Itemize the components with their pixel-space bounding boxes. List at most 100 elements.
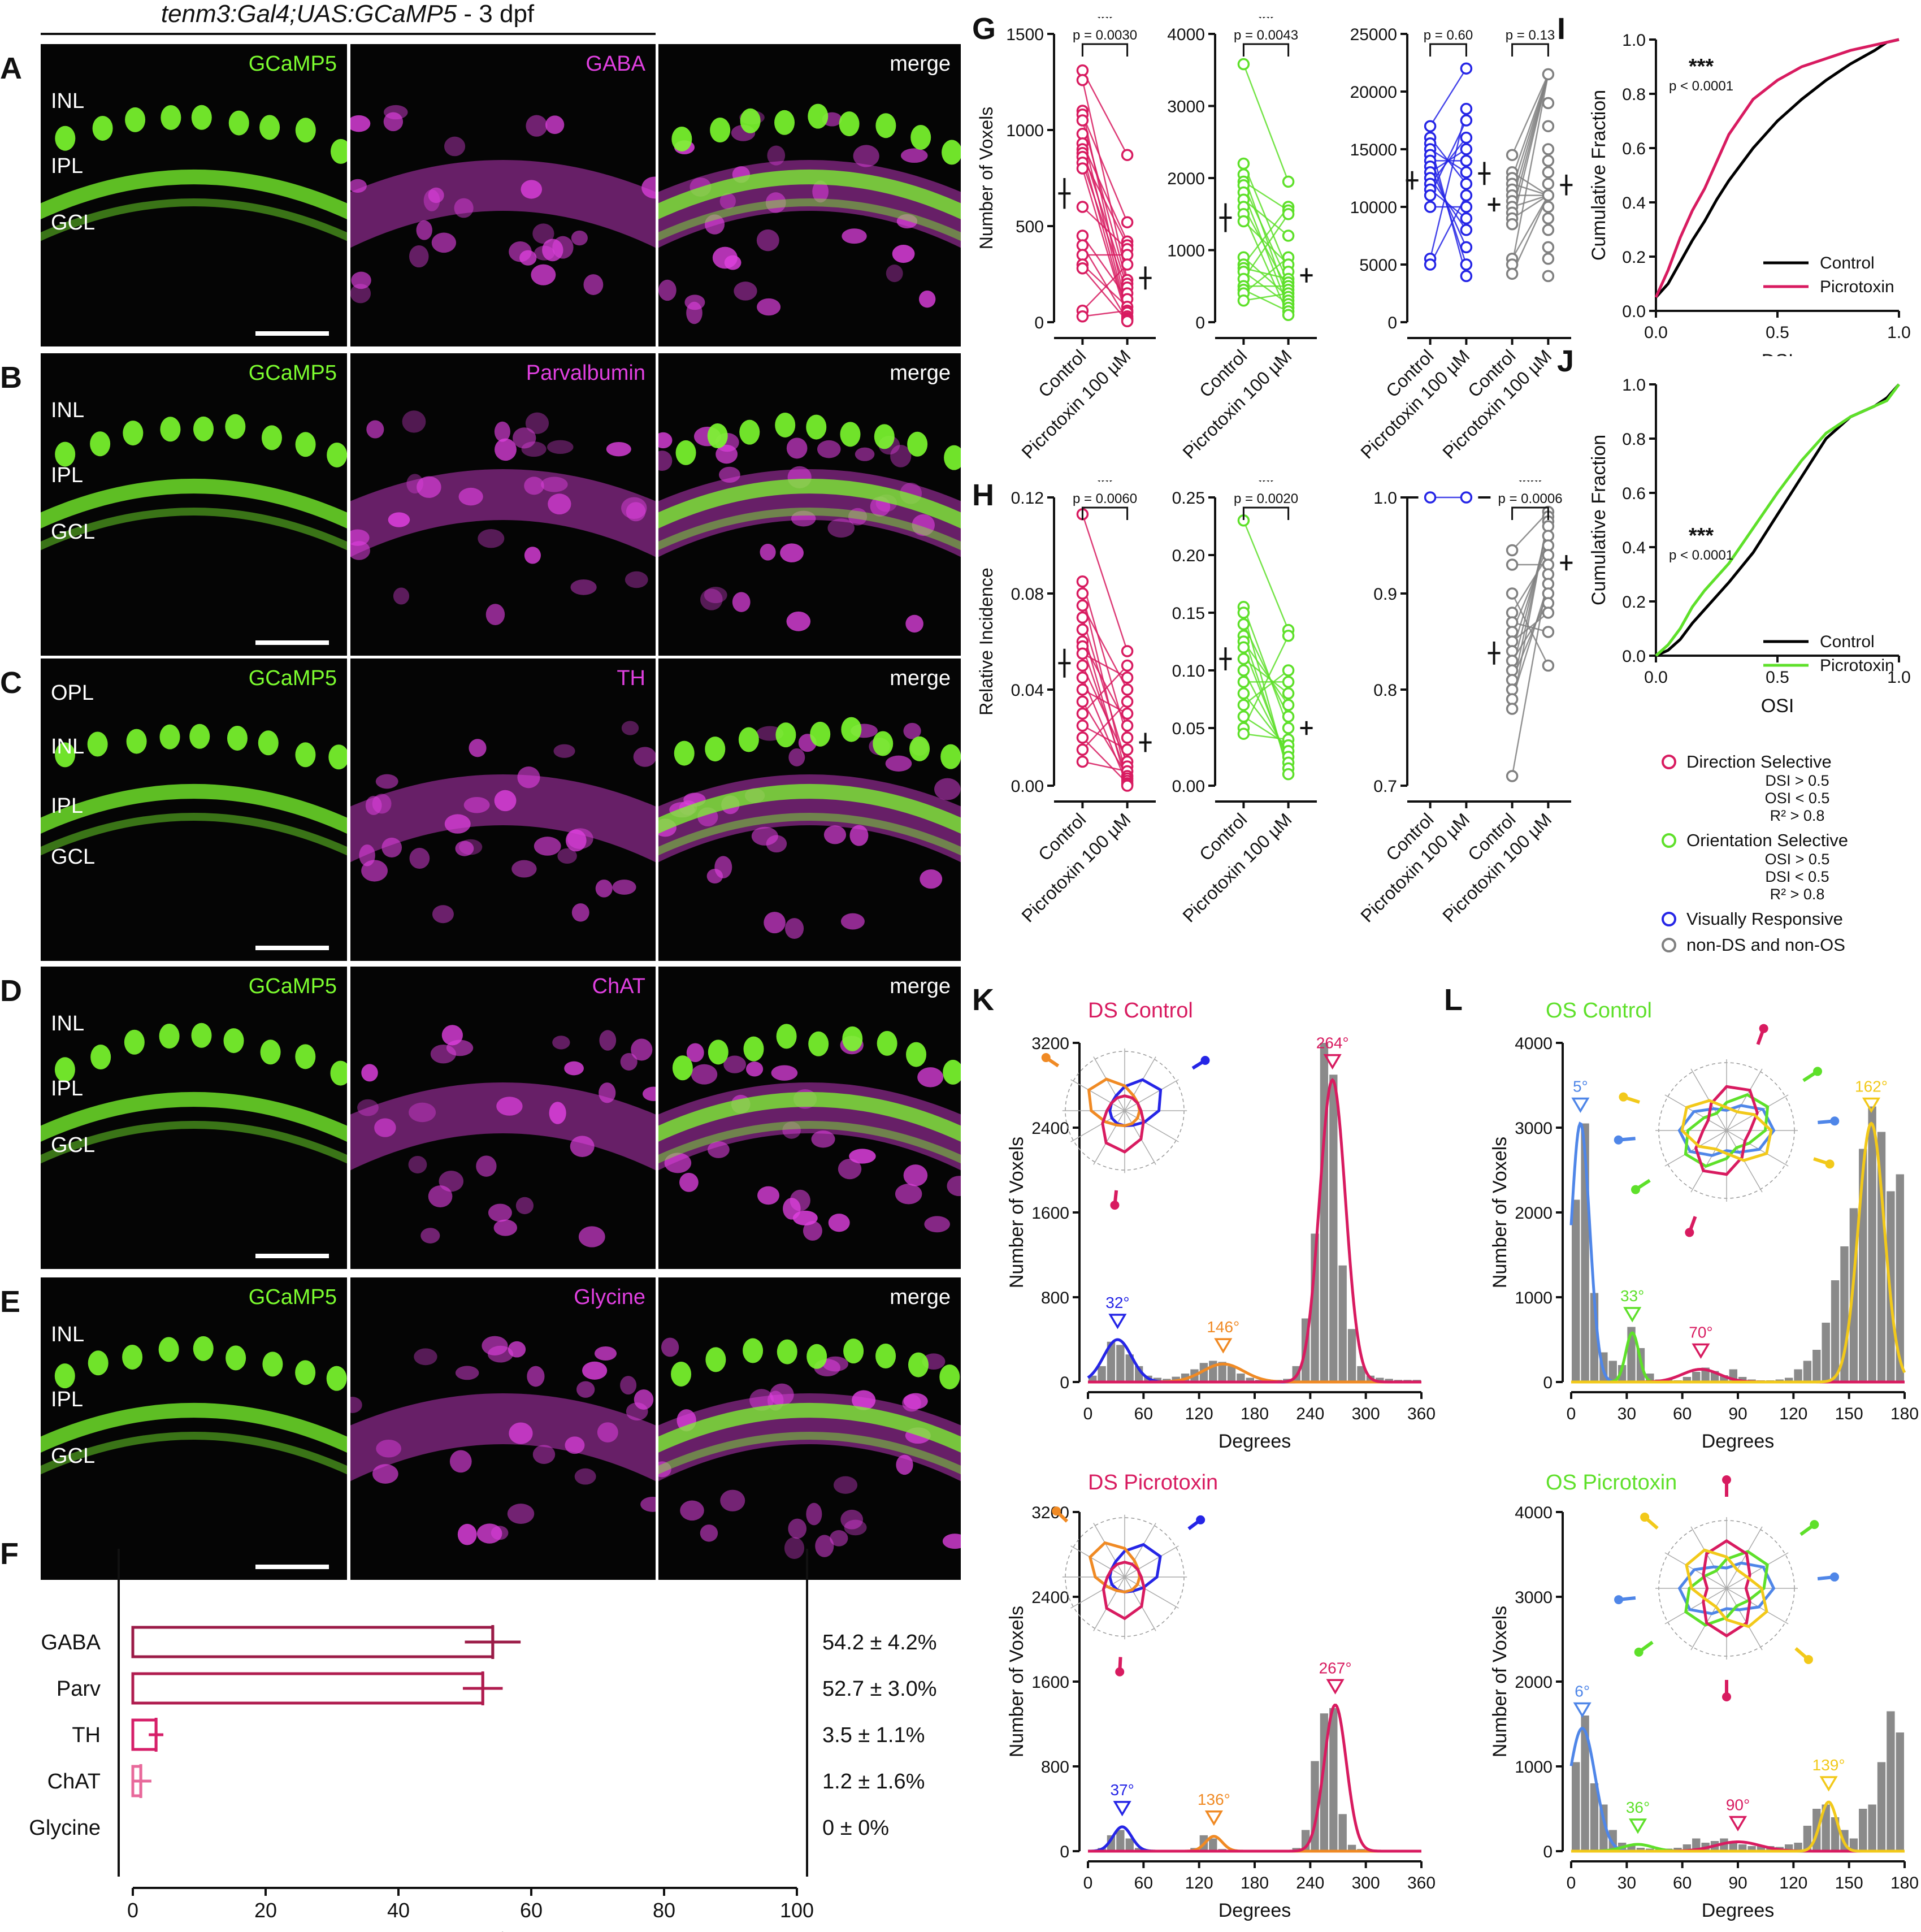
polar-trace (1088, 1541, 1141, 1593)
control-point (1237, 618, 1250, 631)
gcamp-cell (705, 1347, 726, 1372)
peak-marker (1573, 1702, 1592, 1718)
y-tick-label: 0.8 (1622, 430, 1646, 449)
marker-cell (545, 115, 565, 135)
control-point (1237, 710, 1250, 723)
marker-cell (780, 543, 804, 562)
histogram-bar (1784, 1377, 1793, 1382)
direction-arrowhead (1110, 1201, 1120, 1210)
y-tick-label: 3200 (1031, 1034, 1069, 1053)
x-tick-label: 30 (1618, 1405, 1636, 1423)
gcamp-cell (88, 1350, 109, 1376)
picrotoxin-point (1460, 62, 1473, 75)
marker-cell (830, 1530, 848, 1547)
histogram-bar (1237, 1374, 1245, 1382)
y-tick-label: 0.08 (1011, 585, 1044, 604)
channel-label-marker: ChAT (592, 974, 645, 998)
gcamp-cell (674, 740, 695, 766)
x-tick-label: 60 (1134, 1405, 1153, 1423)
marker-cell (455, 841, 474, 856)
gcamp-cell (777, 1339, 797, 1364)
x-tick-label: 0.5 (1766, 323, 1789, 342)
picrotoxin-point (1460, 114, 1473, 127)
marker-cell (374, 1118, 396, 1137)
value-label-th: 3.5 ± 1.1% (822, 1723, 925, 1747)
channel-label-merge: merge (890, 666, 951, 690)
marker-cell (720, 1489, 745, 1511)
polar-spoke (1093, 1056, 1125, 1111)
control-point (1237, 58, 1250, 71)
chart-L-os-picrotoxin: 0 1000 2000 3000 4000 0 30 60 90 120 150 180 Degrees… (1489, 1471, 1919, 1921)
pair-line (1082, 605, 1128, 690)
marker-cell (757, 298, 781, 316)
marker-cell (827, 518, 855, 538)
x-tick-label: 300 (1352, 1874, 1380, 1892)
marker-cell (534, 245, 555, 261)
polar-spoke (1093, 1523, 1125, 1578)
picrotoxin-point (1542, 224, 1555, 236)
gcamp-cell (228, 110, 249, 136)
gcamp-cell (262, 1351, 283, 1377)
control-point (1076, 683, 1089, 696)
histogram-bar (1803, 1361, 1812, 1382)
picrotoxin-point (1121, 731, 1134, 744)
y-axis-label: Relative Incidence (976, 568, 996, 715)
layer-label-inl: INL (51, 735, 85, 759)
y-tick-label: 0.25 (1172, 489, 1205, 508)
control-point (1237, 675, 1250, 688)
marker-cell (469, 739, 487, 757)
marker-cell (476, 1155, 497, 1177)
pair-line (1082, 677, 1128, 785)
ipl-band-magenta (658, 1082, 961, 1171)
marker-cell (383, 112, 404, 132)
micrograph-E-gcamp: GCaMP5 INL IPL GCL (41, 1277, 347, 1580)
histogram-bar (1673, 1848, 1682, 1851)
marker-cell (849, 825, 869, 846)
ipl-band-green-inner (41, 813, 347, 856)
marker-cell (547, 440, 574, 454)
y-tick-label: 1600 (1031, 1673, 1069, 1692)
pair-line (1511, 74, 1549, 265)
gcamp-cell (90, 1045, 111, 1070)
polar-trace (1087, 1077, 1141, 1128)
y-tick-label: 0.4 (1622, 194, 1646, 213)
picrotoxin-point (1542, 143, 1555, 155)
ipl-band-green (41, 170, 347, 220)
direction-arrowhead (1631, 1185, 1640, 1194)
picrotoxin-point (1121, 149, 1134, 161)
gaussian-fit (1087, 1825, 1421, 1853)
ipl-band-green-inner (658, 1432, 961, 1475)
micrograph-drawing (350, 1025, 656, 1247)
ipl-band-green (658, 784, 961, 834)
channel-label-merge: merge (890, 1285, 951, 1309)
control-point (1506, 587, 1519, 600)
pair-line (1082, 157, 1128, 246)
pair-line (1512, 194, 1549, 208)
control-point (1237, 664, 1250, 677)
significance-bracket (1511, 506, 1549, 520)
significance-stars: ** (1097, 17, 1113, 29)
channel-label-merge: merge (890, 974, 951, 998)
marker-cell (844, 1519, 867, 1536)
picrotoxin-point (1282, 768, 1295, 781)
marker-cell (365, 795, 382, 815)
scale-bar (255, 946, 329, 950)
y-tick-label: 2000 (1515, 1673, 1553, 1692)
stage-label: - 3 dpf (457, 0, 535, 28)
marker-cell (767, 145, 786, 166)
pair-line (1243, 693, 1289, 752)
gcamp-cell (808, 1031, 829, 1056)
polar-spoke (1093, 1576, 1125, 1631)
significance-stars: *** (1518, 480, 1542, 493)
control-point (1424, 189, 1437, 202)
marker-cell (641, 176, 656, 199)
legend-marker (1662, 755, 1676, 769)
gcamp-cell (806, 414, 827, 440)
marker-cell (642, 1086, 656, 1101)
p-value: p < 0.0001 (1669, 548, 1733, 563)
gcamp-cell (55, 742, 76, 768)
gcamp-cell (327, 442, 347, 467)
y-axis-label: Number of Voxels (1006, 1137, 1027, 1288)
y-tick-label: 0 (1060, 1374, 1069, 1392)
y-tick-label: 0.2 (1622, 593, 1646, 612)
